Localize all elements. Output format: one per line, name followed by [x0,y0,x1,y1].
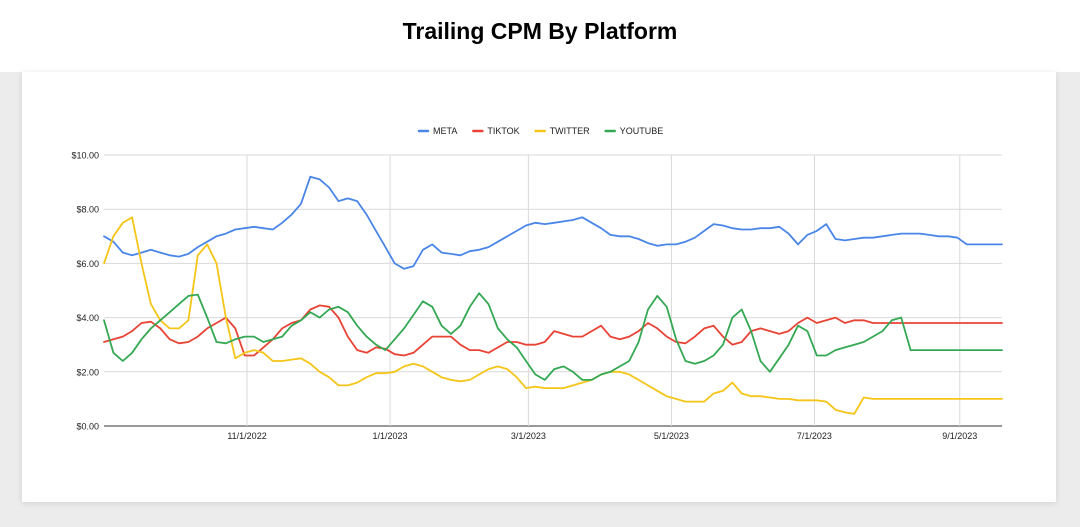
y-tick-label: $6.00 [76,259,99,269]
x-tick-label: 3/1/2023 [511,431,546,441]
legend-label-youtube: YOUTUBE [620,126,664,136]
y-tick-label: $10.00 [71,151,99,161]
chart-grid [104,154,1002,427]
y-tick-label: $2.00 [76,367,99,377]
x-tick-label: 7/1/2023 [797,431,832,441]
series-line-tiktok [103,304,1003,357]
x-tick-label: 5/1/2023 [654,431,689,441]
y-tick-label: $4.00 [76,313,99,323]
legend-label-twitter: TWITTER [550,126,590,136]
page-title: Trailing CPM By Platform [402,18,678,44]
y-tick-label: $8.00 [76,205,99,215]
series-line-meta [103,175,1003,270]
x-tick-label: 9/1/2023 [942,431,977,441]
x-tick-label: 11/1/2022 [227,431,266,441]
legend-label-meta: META [433,126,457,136]
title-band [0,0,1080,72]
x-axis: 11/1/2022 1/1/2023 3/1/2023 5/1/2023 7/1/202… [227,431,977,441]
chart-card: $0.00 $2.00 $4.00 $6.00 $8.00 $10.00 11/1/202… [22,72,1056,502]
x-tick-label: 1/1/2023 [373,431,408,441]
series-line-youtube [103,292,1003,381]
legend-label-tiktok: TIKTOK [487,126,519,136]
series-line-twitter [103,216,1003,415]
line-chart: $0.00 $2.00 $4.00 $6.00 $8.00 $10.00 11/1/202… [71,126,1003,441]
y-tick-label: $0.00 [76,422,99,432]
y-axis: $0.00 $2.00 $4.00 $6.00 $8.00 $10.00 [71,151,99,432]
series-lines [103,175,1003,415]
chart-legend: META TIKTOK TWITTER YOUTUBE [417,126,664,136]
